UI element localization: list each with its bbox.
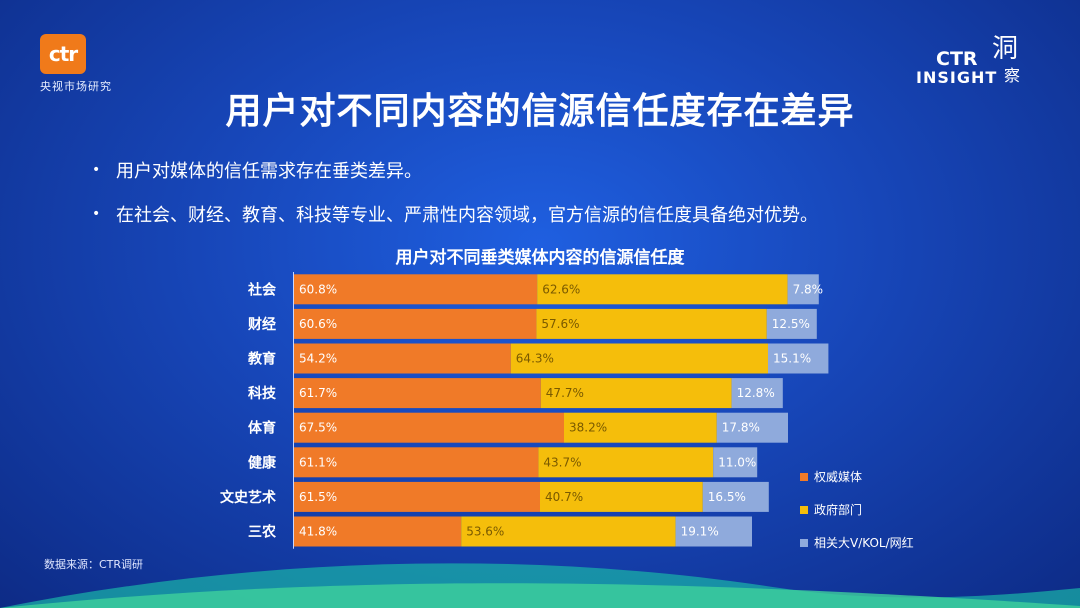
- data-label: 7.8%: [793, 282, 824, 296]
- bullet-item: • 用户对媒体的信任需求存在垂类差异。: [92, 148, 818, 192]
- decorative-wave: [0, 563, 1080, 608]
- insight-logo-cn-2: 察: [1004, 66, 1021, 85]
- data-label: 43.7%: [543, 455, 581, 469]
- insight-logo-word: INSIGHT: [916, 68, 998, 87]
- bullet-text: 在社会、财经、教育、科技等专业、严肃性内容领域，官方信源的信任度具备绝对优势。: [116, 205, 818, 226]
- insight-logo-cn-1: 洞: [992, 34, 1019, 64]
- ctr-logo: ctr 央视市场研究: [40, 34, 130, 94]
- data-label: 61.7%: [299, 386, 337, 400]
- category-label: 科技: [248, 385, 277, 402]
- bar-segment: [787, 274, 819, 305]
- data-label: 60.6%: [299, 317, 337, 331]
- bar-segment: [510, 343, 768, 374]
- data-label: 57.6%: [541, 317, 579, 331]
- ctr-insight-logo: CTR INSIGHT 洞 察: [914, 34, 1044, 94]
- data-label: 11.0%: [718, 455, 756, 469]
- data-label: 41.8%: [299, 525, 337, 539]
- data-source: 数据来源：CTR调研: [44, 558, 144, 571]
- bar-segment: [461, 516, 676, 547]
- data-label: 47.7%: [546, 386, 584, 400]
- data-label: 16.5%: [708, 490, 746, 504]
- bar-segment: [716, 412, 788, 443]
- bar-segment: [294, 481, 540, 512]
- bar-segment: [713, 447, 758, 478]
- category-label: 三农: [248, 524, 277, 541]
- legend-swatch: [800, 505, 808, 514]
- bar-segment: [766, 308, 817, 339]
- data-label: 38.2%: [569, 421, 607, 435]
- bar-segment: [294, 516, 462, 547]
- data-label: 19.1%: [681, 525, 719, 539]
- data-label: 60.8%: [299, 282, 337, 296]
- data-label: 61.1%: [299, 455, 337, 469]
- bar-segment: [536, 308, 767, 339]
- bar-segment: [294, 308, 537, 339]
- data-label: 12.5%: [772, 317, 810, 331]
- bar-segment: [768, 343, 829, 374]
- ctr-logo-mark: ctr: [40, 34, 86, 74]
- bar-segment: [731, 378, 783, 409]
- data-label: 61.5%: [299, 490, 337, 504]
- bullet-item: • 在社会、财经、教育、科技等专业、严肃性内容领域，官方信源的信任度具备绝对优势…: [92, 192, 818, 236]
- bar-segment: [540, 378, 732, 409]
- bar-segment: [294, 412, 564, 443]
- bullet-text: 用户对媒体的信任需求存在垂类差异。: [116, 161, 422, 182]
- bar-segment: [537, 274, 788, 305]
- data-label: 15.1%: [773, 352, 811, 366]
- bar-segment: [564, 412, 717, 443]
- data-label: 62.6%: [542, 282, 580, 296]
- bar-segment: [294, 378, 541, 409]
- legend-item: 权威媒体: [800, 460, 914, 493]
- bar-segment: [702, 481, 769, 512]
- legend-label: 权威媒体: [814, 470, 863, 484]
- data-label: 53.6%: [466, 525, 504, 539]
- category-label: 财经: [247, 316, 276, 333]
- bullet-list: • 用户对媒体的信任需求存在垂类差异。 • 在社会、财经、教育、科技等专业、严肃…: [92, 148, 818, 236]
- bullet-dot-icon: •: [92, 206, 101, 222]
- data-label: 67.5%: [299, 421, 337, 435]
- legend-swatch: [800, 472, 808, 481]
- bar-segment: [294, 343, 511, 374]
- legend-item: 相关大V/KOL/网红: [800, 526, 914, 559]
- chart-title: 用户对不同垂类媒体内容的信源信任度: [395, 248, 685, 268]
- page-title: 用户对不同内容的信源信任度存在差异: [225, 91, 855, 132]
- category-label: 健康: [248, 454, 277, 471]
- bar-segment: [294, 447, 539, 478]
- data-label: 54.2%: [299, 352, 337, 366]
- data-label: 64.3%: [516, 352, 554, 366]
- data-label: 17.8%: [722, 421, 760, 435]
- category-label: 教育: [248, 351, 276, 368]
- data-label: 40.7%: [545, 490, 583, 504]
- legend-label: 相关大V/KOL/网红: [814, 536, 914, 550]
- bar-segment: [675, 516, 752, 547]
- chart-legend: 权威媒体 政府部门 相关大V/KOL/网红: [800, 460, 914, 559]
- legend-swatch: [800, 538, 808, 547]
- data-label: 12.8%: [737, 386, 775, 400]
- bar-segment: [294, 274, 538, 305]
- category-label: 文史艺术: [220, 489, 276, 506]
- legend-label: 政府部门: [814, 503, 863, 517]
- legend-item: 政府部门: [800, 493, 914, 526]
- bullet-dot-icon: •: [92, 162, 101, 178]
- insight-logo-ctr: CTR: [936, 48, 978, 70]
- category-label: 社会: [247, 281, 277, 298]
- bar-segment: [540, 481, 703, 512]
- bar-segment: [538, 447, 714, 478]
- ctr-logo-subtitle: 央视市场研究: [40, 80, 112, 93]
- category-label: 体育: [248, 420, 276, 437]
